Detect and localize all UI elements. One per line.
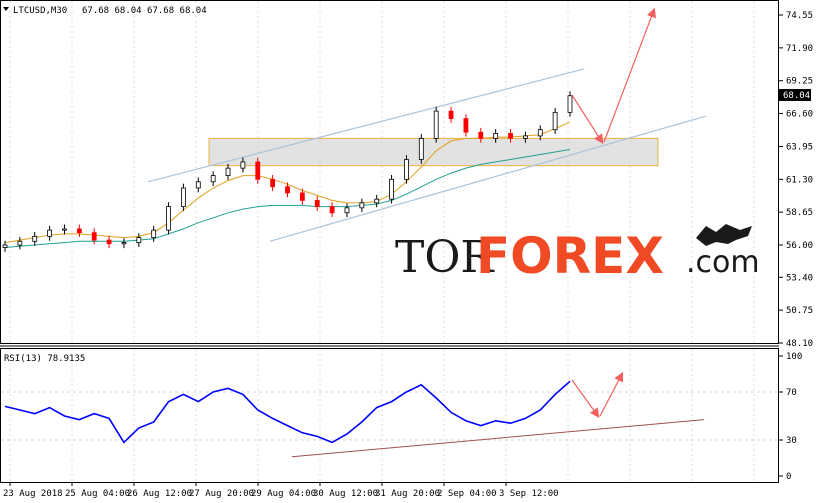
candle-body [508, 133, 513, 139]
brand-forex-text: FOREX [476, 227, 664, 285]
y-tick-label: 74.55 [786, 11, 813, 21]
x-tick-label: 27 Aug 20:00 [189, 489, 254, 499]
y-tick-label: 66.60 [786, 110, 813, 120]
x-tick-label: 29 Aug 04:00 [251, 489, 316, 499]
candle-body [76, 228, 82, 234]
rsi-panel-border [0, 348, 779, 483]
rsi-tick-label: 100 [786, 352, 802, 362]
channel-lower [269, 115, 707, 242]
y-tick-label: 61.30 [786, 175, 813, 185]
candle-body [299, 192, 305, 201]
svg-text:.com: .com [686, 245, 760, 280]
candle-body [493, 133, 499, 139]
rsi-tick-label: 30 [786, 436, 797, 446]
candle-body [210, 175, 216, 183]
current-price-tag: 68.04 [779, 89, 811, 101]
forecast-down-arrow [571, 94, 604, 145]
candle-body [552, 111, 558, 131]
y-tick-label: 63.95 [786, 142, 813, 152]
chart-header: LTCUSD,M30 67.68 68.04 67.68 68.04 [3, 6, 207, 16]
ma-slow-line [4, 149, 571, 248]
rsi-indicator: 100 70 30 0 [1, 352, 802, 482]
candle-body [240, 161, 246, 169]
price-axis: 74.55 71.90 69.25 66.60 63.95 61.30 58.65 56.00… [779, 11, 813, 349]
rsi-forecast-down-arrow [571, 379, 600, 418]
rsi-tick-label: 0 [786, 472, 791, 482]
candle-body [151, 229, 157, 238]
candle-body [433, 110, 439, 139]
y-tick-label: 48.10 [786, 339, 813, 349]
y-tick-label: 71.90 [786, 44, 813, 54]
candle-body [285, 186, 290, 194]
candle-body [195, 181, 201, 189]
brand-tor-text: TOR [395, 232, 495, 283]
x-tick-label: 2 Sep 04:00 [437, 489, 497, 499]
x-tick-label: 23 Aug 2018 [3, 489, 63, 499]
current-price: 68.04 [783, 91, 810, 101]
y-tick-label: 50.75 [786, 306, 813, 316]
candle-body [62, 228, 67, 231]
x-tick-label: 31 Aug 20:00 [375, 489, 440, 499]
candle-body [255, 161, 261, 180]
candle-body [270, 178, 276, 188]
rsi-label: RSI(13) 78.9135 [4, 354, 85, 364]
y-tick-label: 58.65 [786, 208, 813, 218]
candle-body [567, 95, 573, 113]
candle-body [314, 199, 320, 207]
channel-upper [147, 68, 585, 183]
x-tick-label: 3 Sep 12:00 [499, 489, 559, 499]
candle-body [225, 167, 231, 176]
x-tick-label: 25 Aug 04:00 [65, 489, 130, 499]
candle-body [359, 202, 365, 209]
rsi-tick-label: 70 [786, 388, 797, 398]
ohlc-values: 67.68 68.04 67.68 68.04 [82, 6, 207, 16]
candle-body [121, 242, 127, 245]
candle-body [181, 187, 186, 207]
candle-body [522, 135, 528, 139]
watermark-logo: TOR FOREX .com [395, 224, 760, 285]
brand-com-text: .com [686, 245, 760, 280]
grid [9, 1, 755, 482]
candle-body [136, 237, 142, 243]
candle-body [106, 239, 112, 245]
symbol-label: LTCUSD,M30 [13, 6, 67, 16]
candle-body [91, 232, 97, 241]
candle-body [478, 131, 484, 139]
zone-rect [208, 137, 659, 167]
candle-body [404, 159, 409, 180]
candle-body [418, 137, 424, 160]
rsi-trendline [291, 419, 705, 458]
rsi-forecast-up-arrow [599, 371, 624, 417]
bull-icon [696, 224, 752, 246]
forecast-arrows [571, 7, 656, 145]
forecast-up-arrow [603, 7, 656, 143]
y-tick-label: 53.40 [786, 273, 813, 283]
svg-text:TOR: TOR [395, 232, 495, 283]
candle-body [374, 198, 380, 204]
candle-body [344, 207, 350, 214]
main-panel-border [0, 0, 779, 344]
candle-body [448, 110, 454, 119]
svg-text:FOREX: FOREX [476, 227, 664, 285]
y-tick-label: 69.25 [786, 77, 813, 87]
candle-body [329, 206, 335, 214]
candle-body [17, 240, 23, 246]
candle-body [2, 244, 8, 248]
x-tick-label: 30 Aug 12:00 [313, 489, 378, 499]
trend-channel [147, 68, 707, 242]
candle-body [47, 229, 53, 237]
candle-body [389, 178, 394, 200]
rsi-line [4, 380, 571, 444]
candles [2, 91, 573, 252]
candle-body [463, 118, 469, 133]
candle-body [166, 206, 171, 231]
x-tick-label: 26 Aug 12:00 [127, 489, 192, 499]
y-tick-label: 56.00 [786, 241, 813, 251]
candle-body [537, 129, 543, 137]
resistance-zone [208, 137, 659, 167]
candle-body [32, 235, 38, 242]
dropdown-triangle-icon[interactable] [3, 7, 9, 11]
